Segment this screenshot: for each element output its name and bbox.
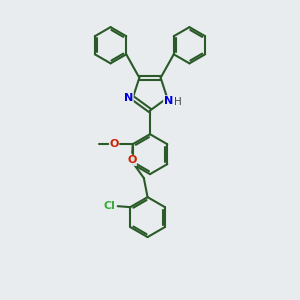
Text: N: N	[164, 96, 173, 106]
Text: H: H	[174, 97, 181, 107]
Text: O: O	[110, 139, 119, 149]
Text: Cl: Cl	[103, 201, 115, 211]
Text: N: N	[124, 92, 133, 103]
Text: O: O	[127, 155, 136, 165]
